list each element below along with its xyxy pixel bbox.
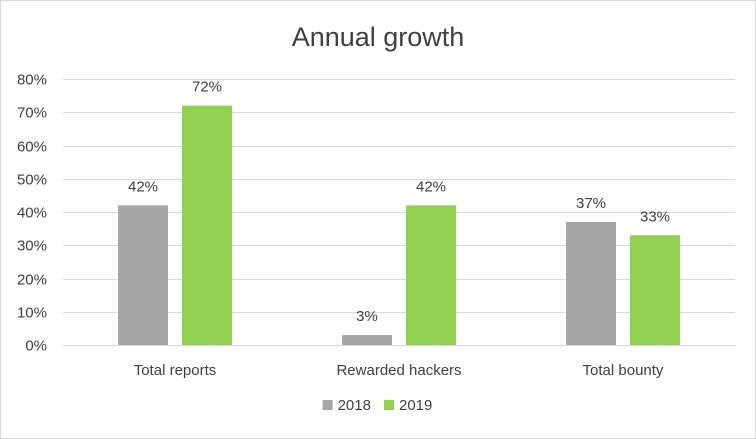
y-tick-label: 0%	[25, 338, 47, 355]
y-tick-label: 50%	[17, 172, 47, 189]
data-label: 3%	[356, 308, 378, 325]
y-tick-label: 20%	[17, 272, 47, 289]
bar-2019-1	[406, 205, 456, 345]
y-axis-ticks: 0% 10% 20% 30% 40% 50% 60% 70% 80%	[17, 72, 47, 355]
y-tick-label: 70%	[17, 105, 47, 122]
data-label: 33%	[640, 208, 670, 225]
y-tick-label: 10%	[17, 305, 47, 322]
bar-2019-2	[630, 235, 680, 345]
data-label: 37%	[576, 195, 606, 212]
gridlines	[63, 79, 735, 346]
y-tick-label: 30%	[17, 238, 47, 255]
data-label: 42%	[416, 178, 446, 195]
bar-2019-0	[182, 105, 232, 345]
x-category-label: Rewarded hackers	[336, 362, 461, 379]
legend-swatch-2018	[322, 400, 333, 410]
x-category-label: Total bounty	[583, 362, 664, 379]
legend-swatch-2019	[384, 400, 394, 410]
data-labels: 42% 72% 3% 42% 37% 33%	[128, 79, 670, 325]
legend-label: 2018	[338, 397, 371, 414]
x-category-label: Total reports	[134, 362, 217, 379]
y-tick-label: 40%	[17, 205, 47, 222]
data-label: 72%	[192, 79, 222, 96]
legend: 2018 2019	[322, 397, 432, 414]
y-tick-label: 80%	[17, 72, 47, 89]
data-label: 42%	[128, 178, 158, 195]
y-tick-label: 60%	[17, 139, 47, 156]
legend-label: 2019	[399, 397, 432, 414]
bar-2018-0	[118, 205, 168, 345]
x-axis-categories: Total reports Rewarded hackers Total bount…	[134, 362, 664, 379]
bar-2018-1	[342, 335, 392, 345]
chart-title: Annual growth	[292, 22, 465, 52]
bars	[118, 105, 680, 345]
bar-2018-2	[566, 221, 616, 345]
